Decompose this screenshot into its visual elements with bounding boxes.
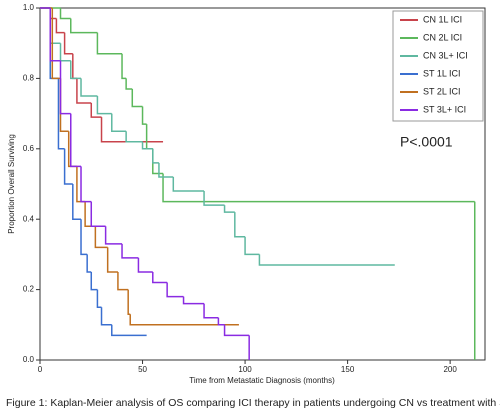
survival-step <box>96 32 123 55</box>
survival-step <box>80 166 92 203</box>
x-tick-label: 0 <box>38 365 43 374</box>
survival-step <box>121 53 127 80</box>
y-tick-label: 1.0 <box>23 3 35 12</box>
survival-step <box>127 289 131 315</box>
survival-step <box>121 243 139 259</box>
survival-step <box>152 148 164 175</box>
survival-step <box>76 78 92 104</box>
survival-step <box>55 18 65 34</box>
survival-step <box>234 212 246 238</box>
legend-label: CN 3L+ ICI <box>423 50 468 60</box>
survival-step <box>158 162 174 178</box>
survival-step <box>129 314 239 326</box>
legend-label: ST 1L ICI <box>423 68 461 78</box>
survival-step <box>90 272 98 291</box>
y-tick-label: 0.6 <box>23 144 35 153</box>
survival-step <box>152 148 159 164</box>
survival-step <box>131 88 143 108</box>
survival-step <box>244 236 260 256</box>
survival-step <box>106 247 118 273</box>
x-tick-label: 100 <box>238 365 252 374</box>
survival-step <box>94 226 108 249</box>
legend-label: ST 2L ICI <box>423 86 461 96</box>
survival-step <box>70 60 82 80</box>
survival-step <box>182 296 205 305</box>
survival-step <box>84 201 96 227</box>
survival-step <box>100 307 112 326</box>
plot-frame <box>39 7 486 361</box>
survival-step <box>59 43 71 62</box>
survival-step <box>111 324 147 337</box>
survival-step <box>104 226 123 245</box>
x-tick-label: 50 <box>138 365 147 374</box>
survival-step <box>80 78 98 97</box>
x-axis-label: Time from Metastatic Diagnosis (months) <box>189 376 335 385</box>
survival-step <box>141 106 147 125</box>
survival-step <box>111 113 127 132</box>
survival-step <box>223 324 250 337</box>
y-tick-label: 0.8 <box>23 74 35 83</box>
y-tick-label: 0.2 <box>23 285 35 294</box>
x-tick-label: 200 <box>443 365 457 374</box>
survival-step <box>117 272 129 291</box>
survival-step <box>152 272 168 284</box>
survival-step <box>59 8 71 20</box>
survival-step <box>59 60 71 115</box>
survival-step <box>70 113 82 168</box>
survival-step <box>172 176 205 192</box>
y-tick-label: 0.0 <box>23 355 35 364</box>
survival-step <box>141 141 153 150</box>
x-tick-label: 150 <box>341 365 355 374</box>
survival-step <box>166 282 184 298</box>
survival-step <box>49 8 57 20</box>
survival-step <box>145 124 153 150</box>
survival-step <box>70 18 98 34</box>
survival-step <box>203 191 225 206</box>
survival-step <box>217 317 225 326</box>
legend-label: CN 1L ICI <box>423 14 462 24</box>
y-tick-label: 0.4 <box>23 214 35 223</box>
survival-step <box>223 205 235 213</box>
survival-step <box>86 254 92 273</box>
survival-step <box>57 78 65 150</box>
survival-step <box>63 32 73 55</box>
survival-step <box>90 103 102 118</box>
survival-step <box>258 254 395 266</box>
survival-step <box>100 117 164 143</box>
survival-step <box>49 8 61 62</box>
survival-step <box>96 96 112 115</box>
annotation: P<.0001 <box>400 134 453 150</box>
survival-step <box>90 201 106 227</box>
survival-step <box>203 303 219 319</box>
survival-step <box>72 184 82 220</box>
survival-step <box>72 53 77 80</box>
survival-step <box>162 173 475 203</box>
survival-step <box>51 8 61 80</box>
y-axis-label: Proportion Overall Surviving <box>7 134 16 234</box>
legend-box <box>392 10 484 122</box>
survival-step <box>125 131 143 143</box>
caption: Figure 1: Kaplan-Meier analysis of OS co… <box>6 397 500 409</box>
survival-step <box>59 78 69 132</box>
survival-step <box>137 257 153 273</box>
survival-step <box>96 289 102 308</box>
legend-label: ST 3L+ ICI <box>423 104 466 114</box>
survival-step <box>67 131 77 168</box>
survival-step <box>63 148 73 185</box>
survival-step <box>125 78 133 90</box>
legend-label: CN 2L ICI <box>423 32 462 42</box>
survival-step <box>80 219 88 256</box>
